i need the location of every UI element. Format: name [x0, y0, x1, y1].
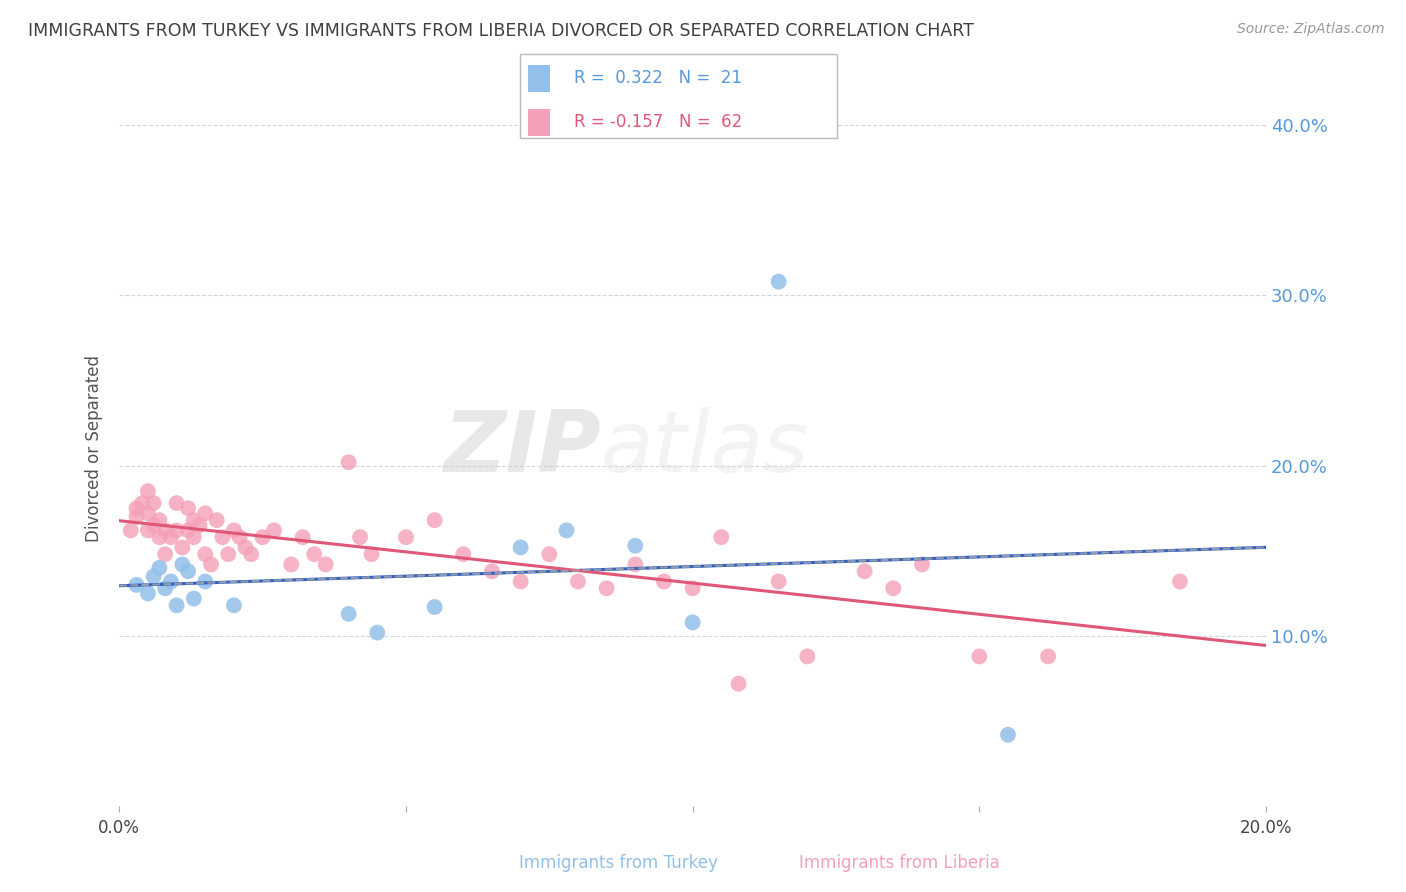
Point — [453, 547, 475, 561]
Point — [555, 524, 578, 538]
Point — [349, 530, 371, 544]
Text: Immigrants from Turkey: Immigrants from Turkey — [519, 855, 718, 872]
Point — [136, 524, 159, 538]
Point — [624, 558, 647, 572]
Point — [509, 541, 531, 555]
Point — [136, 506, 159, 520]
Point — [131, 496, 153, 510]
Point — [166, 496, 188, 510]
Point — [211, 530, 233, 544]
Point — [222, 524, 245, 538]
Point — [337, 607, 360, 621]
Text: IMMIGRANTS FROM TURKEY VS IMMIGRANTS FROM LIBERIA DIVORCED OR SEPARATED CORRELAT: IMMIGRANTS FROM TURKEY VS IMMIGRANTS FRO… — [28, 22, 974, 40]
Point — [136, 484, 159, 499]
Point — [160, 574, 183, 589]
Point — [727, 676, 749, 690]
Point — [997, 728, 1019, 742]
Point — [853, 564, 876, 578]
Point — [194, 506, 217, 520]
Point — [263, 524, 285, 538]
Point — [423, 513, 446, 527]
Point — [228, 530, 250, 544]
Point — [200, 558, 222, 572]
Point — [177, 524, 200, 538]
Y-axis label: Divorced or Separated: Divorced or Separated — [86, 355, 103, 542]
Point — [120, 524, 142, 538]
Point — [360, 547, 382, 561]
Point — [125, 501, 148, 516]
Point — [148, 561, 170, 575]
Point — [166, 524, 188, 538]
Point — [315, 558, 337, 572]
Point — [538, 547, 561, 561]
Point — [710, 530, 733, 544]
Point — [337, 455, 360, 469]
Point — [148, 530, 170, 544]
Point — [280, 558, 302, 572]
Point — [969, 649, 991, 664]
Point — [567, 574, 589, 589]
Point — [183, 513, 205, 527]
Point — [302, 547, 325, 561]
Point — [177, 501, 200, 516]
Point — [222, 599, 245, 613]
Text: atlas: atlas — [600, 407, 808, 490]
Point — [423, 600, 446, 615]
Point — [682, 582, 704, 596]
Point — [194, 574, 217, 589]
Text: R = -0.157   N =  62: R = -0.157 N = 62 — [574, 113, 742, 131]
Point — [595, 582, 617, 596]
Point — [153, 524, 176, 538]
Point — [624, 539, 647, 553]
Point — [177, 564, 200, 578]
Point — [235, 541, 257, 555]
Point — [240, 547, 263, 561]
Text: Immigrants from Liberia: Immigrants from Liberia — [800, 855, 1000, 872]
Point — [366, 625, 388, 640]
Point — [142, 518, 165, 533]
Point — [768, 574, 790, 589]
Point — [172, 558, 194, 572]
Point — [125, 509, 148, 524]
Point — [183, 530, 205, 544]
Text: R =  0.322   N =  21: R = 0.322 N = 21 — [574, 70, 741, 87]
Point — [911, 558, 934, 572]
Point — [509, 574, 531, 589]
Point — [652, 574, 675, 589]
Point — [217, 547, 239, 561]
Point — [148, 513, 170, 527]
Point — [172, 541, 194, 555]
Point — [395, 530, 418, 544]
Point — [796, 649, 818, 664]
Point — [194, 547, 217, 561]
Point — [153, 582, 176, 596]
Point — [252, 530, 274, 544]
Point — [188, 518, 211, 533]
Text: ZIP: ZIP — [443, 407, 600, 490]
Point — [882, 582, 904, 596]
Point — [1168, 574, 1191, 589]
Point — [136, 586, 159, 600]
Point — [291, 530, 314, 544]
Point — [481, 564, 503, 578]
Point — [768, 275, 790, 289]
Point — [160, 530, 183, 544]
Point — [142, 496, 165, 510]
Text: Source: ZipAtlas.com: Source: ZipAtlas.com — [1237, 22, 1385, 37]
Point — [153, 547, 176, 561]
Point — [166, 599, 188, 613]
Point — [682, 615, 704, 630]
Point — [125, 578, 148, 592]
Point — [1036, 649, 1059, 664]
Point — [142, 569, 165, 583]
Point — [183, 591, 205, 606]
Point — [205, 513, 228, 527]
